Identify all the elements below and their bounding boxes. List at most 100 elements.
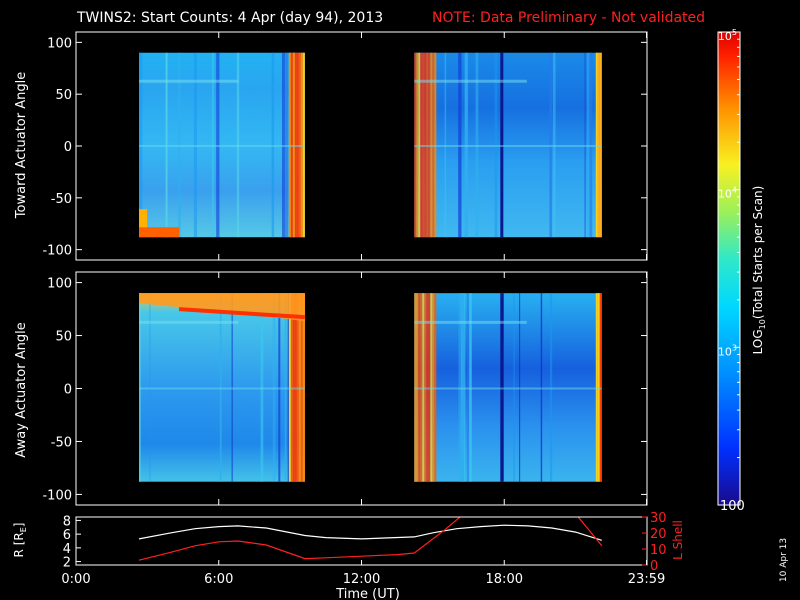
y-tick-label: -100 [42, 244, 72, 259]
colorbar-tick-label: 105 [718, 28, 737, 43]
orbit-series-2 [138, 517, 461, 561]
heatmap-stripe [236, 52, 240, 238]
heatmap-edge-stripe [597, 52, 600, 238]
heatmap-stripe [272, 293, 276, 482]
orbit-left-tick-label: 2 [63, 556, 71, 571]
heatmap-edge-stripe [414, 52, 417, 238]
heatmap-stripe [278, 293, 281, 482]
heatmap-edge-stripe [434, 293, 437, 482]
heatmap-hot-region [139, 209, 148, 228]
heatmap-edge-stripe [595, 52, 598, 238]
heatmap-stripe [212, 52, 214, 238]
y-tick-label: -100 [42, 488, 72, 503]
colorbar-tick-label: 100 [720, 499, 745, 514]
heatmap-stripe [552, 52, 556, 238]
heatmap-edge-stripe [430, 293, 433, 482]
heatmap-block-1 [139, 293, 305, 482]
heatmap-stripe [464, 293, 466, 482]
heatmap-stripe [178, 52, 181, 238]
heatmap-edge-stripe [426, 52, 429, 238]
heatmap-stripe [216, 52, 220, 238]
x-tick-label: 6:00 [204, 572, 233, 587]
heatmap-stripe [502, 293, 504, 482]
y-tick-label: 50 [55, 88, 72, 103]
heatmap-edge-stripe [296, 52, 299, 238]
heatmap-hot-line [178, 307, 306, 320]
heatmap-stripe [586, 52, 590, 238]
toward-panel: 100 50 0 -50 -100 [42, 31, 648, 261]
heatmap-edge-stripe [432, 293, 435, 482]
heatmap-edge-stripe [302, 293, 305, 482]
orbit-left-label: R [RE] [12, 523, 28, 558]
heatmap-stripe [281, 52, 286, 238]
preliminary-note: NOTE: Data Preliminary - Not validated [432, 10, 705, 26]
orbit-series-1 [138, 524, 602, 541]
x-tick-label: 18:00 [486, 572, 523, 587]
orbit-right-label: L Shell [671, 520, 685, 560]
heatmap-stripe [260, 293, 264, 482]
heatmap-stripe [589, 52, 593, 238]
heatmap-edge-stripe [298, 293, 301, 482]
heatmap-stripe [466, 293, 470, 482]
heatmap-stripe [231, 293, 234, 482]
orbit-right-tick-label: 20 [650, 527, 667, 542]
away-ylabel: Away Actuator Angle [14, 322, 29, 457]
heatmap-band [139, 79, 239, 83]
away-panel: 100 50 0 -50 -100 [42, 271, 648, 506]
heatmap-stripe [284, 52, 289, 238]
heatmap-edge-stripe [292, 293, 295, 482]
heatmap-stripe [444, 52, 447, 238]
heatmap-edge-stripe [418, 293, 421, 482]
heatmap-edge-stripe [416, 293, 419, 482]
heatmap-edge-stripe [416, 52, 419, 238]
heatmap-edge-stripe [428, 52, 431, 238]
heatmap-edge-stripe [428, 293, 431, 482]
heatmap-block-2 [414, 52, 602, 238]
heatmap-edge-stripe [432, 52, 435, 238]
heatmap-dark-stripe [500, 293, 504, 482]
heatmap-stripe [540, 293, 543, 482]
heatmap-stripe [284, 293, 287, 482]
heatmap-stripe [219, 293, 222, 482]
heatmap-edge-stripe [422, 52, 425, 238]
heatmap-edge-stripe [426, 293, 429, 482]
colorbar-panel: 105 104 103 100 [717, 28, 745, 514]
heatmap-block-2 [414, 293, 602, 482]
heatmap-edge-stripe [290, 52, 293, 238]
heatmap-stripe [513, 293, 515, 482]
y-tick-label: -50 [51, 435, 72, 450]
date-stamp: 10 Apr 13 [779, 538, 789, 582]
heatmap-edge-stripe [294, 52, 297, 238]
heatmap-edge-stripe [420, 52, 423, 238]
orbit-frame [75, 516, 648, 566]
heatmap-stripe [460, 293, 465, 482]
heatmap-edge-stripe [595, 293, 598, 482]
heatmap-hot-region [139, 227, 180, 238]
heatmap-stripe [139, 52, 143, 238]
heatmap-edge-stripe [300, 293, 303, 482]
heatmap-stripe [464, 52, 468, 238]
heatmap-edge-stripe [422, 293, 425, 482]
toward-ylabel: Toward Actuator Angle [14, 72, 29, 219]
orbit-right-tick-label: 0 [650, 559, 658, 574]
y-tick-label: 50 [55, 330, 72, 345]
heatmap-stripe [458, 293, 462, 482]
heatmap-edge-stripe [418, 52, 421, 238]
x-tick-label: 0:00 [61, 572, 90, 587]
y-tick-label: 100 [47, 36, 72, 51]
heatmap-edge-stripe [430, 52, 433, 238]
heatmap-edge-stripe [290, 293, 293, 482]
heatmap-band [414, 79, 527, 83]
heatmap-stripe [549, 52, 552, 238]
heatmap-band [139, 320, 239, 324]
heatmap-edge-stripe [300, 52, 303, 238]
chart-title: TWINS2: Start Counts: 4 Apr (day 94), 20… [76, 10, 383, 26]
heatmap-edge-stripe [288, 293, 291, 482]
heatmap-edge-stripe [302, 52, 305, 238]
heatmap-stripe [193, 52, 198, 238]
heatmap-band [139, 387, 305, 390]
colorbar-frame [717, 31, 741, 506]
orbit-left-tick-label: 8 [63, 514, 71, 529]
